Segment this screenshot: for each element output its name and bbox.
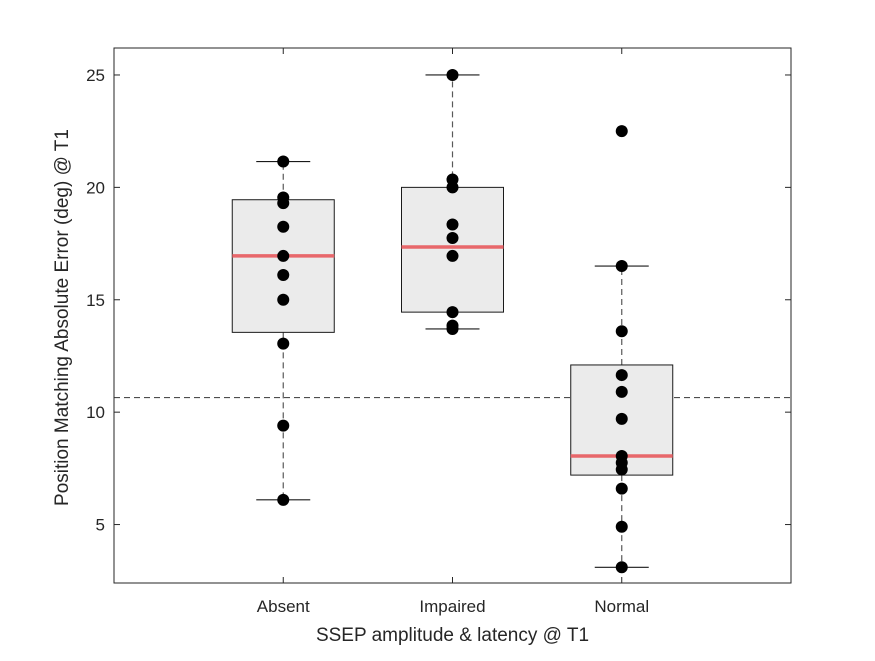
data-point-absent-10 — [277, 493, 290, 506]
data-point-normal-12 — [615, 561, 628, 574]
data-point-impaired-6 — [446, 249, 459, 262]
data-point-absent-6 — [277, 269, 290, 282]
x-tick-label-impaired: Impaired — [419, 597, 485, 616]
data-point-absent-7 — [277, 293, 290, 306]
box-impaired — [401, 186, 504, 313]
data-point-impaired-7 — [446, 306, 459, 319]
y-tick-label: 20 — [86, 178, 105, 197]
data-point-normal-1 — [615, 125, 628, 138]
y-tick-label: 10 — [86, 403, 105, 422]
y-tick-label: 25 — [86, 66, 105, 85]
data-point-normal-6 — [615, 412, 628, 425]
data-point-absent-8 — [277, 337, 290, 350]
ticks-layer: 5 10 15 20 25 Absent Impaired Normal — [86, 48, 791, 616]
data-point-impaired-1 — [446, 68, 459, 81]
points-layer — [277, 68, 628, 574]
data-point-impaired-5 — [446, 231, 459, 244]
data-point-normal-4 — [615, 369, 628, 382]
data-point-absent-9 — [277, 419, 290, 432]
data-point-absent-5 — [277, 249, 290, 262]
x-tick-label-normal: Normal — [594, 597, 649, 616]
data-point-impaired-9 — [446, 322, 459, 335]
data-point-normal-11 — [615, 520, 628, 533]
data-point-normal-3 — [615, 325, 628, 338]
data-point-absent-4 — [277, 220, 290, 233]
x-tick-label-absent: Absent — [257, 597, 310, 616]
data-point-normal-10 — [615, 482, 628, 495]
y-axis-label: Position Matching Absolute Error (deg) @… — [52, 129, 73, 506]
data-point-absent-1 — [277, 155, 290, 168]
x-axis-label: SSEP amplitude & latency @ T1 — [316, 625, 589, 646]
data-point-impaired-4 — [446, 218, 459, 231]
box-absent — [231, 199, 335, 333]
data-point-impaired-3 — [446, 181, 459, 194]
data-point-normal-5 — [615, 385, 628, 398]
y-tick-label: 15 — [86, 291, 105, 310]
y-tick-label: 5 — [96, 516, 105, 535]
data-point-normal-9 — [615, 463, 628, 476]
data-point-normal-2 — [615, 260, 628, 273]
data-point-absent-3 — [277, 197, 290, 210]
